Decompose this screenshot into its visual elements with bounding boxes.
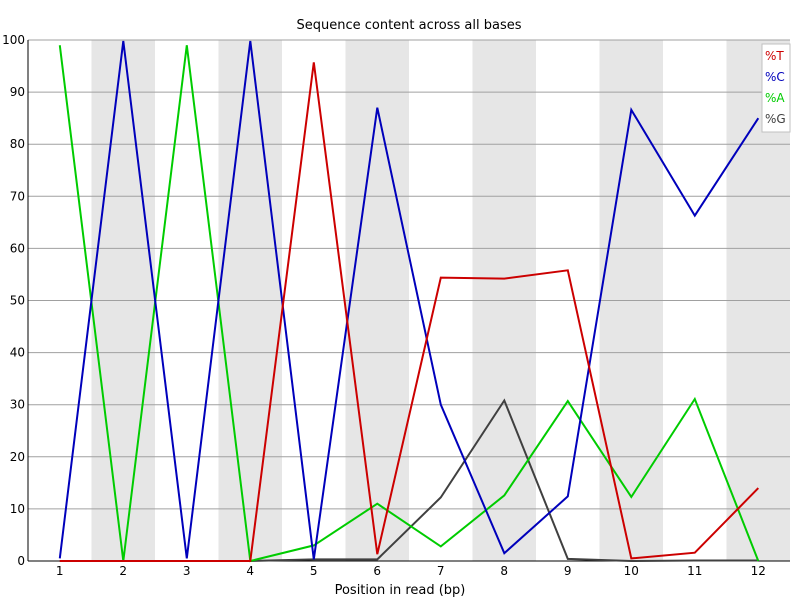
x-tick-3: 3 xyxy=(183,564,191,578)
y-tick-0: 0 xyxy=(17,554,25,568)
legend-item-pct-t: %T xyxy=(765,49,784,63)
x-tick-6: 6 xyxy=(373,564,381,578)
x-tick-11: 11 xyxy=(687,564,702,578)
series-line-pct-a xyxy=(58,45,760,563)
y-tick-70: 70 xyxy=(10,189,25,203)
y-tick-100: 100 xyxy=(2,33,25,47)
y-tick-10: 10 xyxy=(10,502,25,516)
y-tick-40: 40 xyxy=(10,346,25,360)
x-tick-5: 5 xyxy=(310,564,318,578)
y-tick-50: 50 xyxy=(10,294,25,308)
y-tick-90: 90 xyxy=(10,85,25,99)
legend-item-pct-a: %A xyxy=(765,91,785,105)
y-tick-60: 60 xyxy=(10,241,25,255)
chart-title: Sequence content across all bases xyxy=(296,18,521,33)
legend-item-pct-c: %C xyxy=(765,70,785,84)
legend-box xyxy=(761,43,791,133)
x-tick-9: 9 xyxy=(564,564,572,578)
series-lines xyxy=(58,40,760,563)
x-tick-labels: 1 2 3 4 5 6 7 8 9 10 11 12 xyxy=(56,564,766,578)
x-tick-2: 2 xyxy=(119,564,127,578)
x-tick-10: 10 xyxy=(624,564,639,578)
legend: %T %C %A %G xyxy=(761,43,791,133)
series-line-pct-t xyxy=(59,62,760,562)
y-tick-labels: 0 10 20 30 40 50 60 70 80 90 100 xyxy=(2,33,25,568)
series-line-pct-c xyxy=(58,40,760,560)
x-tick-8: 8 xyxy=(500,564,508,578)
x-tick-1: 1 xyxy=(56,564,64,578)
y-tick-20: 20 xyxy=(10,450,25,464)
y-tick-80: 80 xyxy=(10,137,25,151)
gridlines xyxy=(28,39,790,510)
x-tick-4: 4 xyxy=(246,564,254,578)
y-tick-30: 30 xyxy=(10,398,25,412)
x-tick-7: 7 xyxy=(437,564,445,578)
legend-item-pct-g: %G xyxy=(765,112,786,126)
x-axis-title: Position in read (bp) xyxy=(335,583,466,598)
x-tick-12: 12 xyxy=(751,564,766,578)
